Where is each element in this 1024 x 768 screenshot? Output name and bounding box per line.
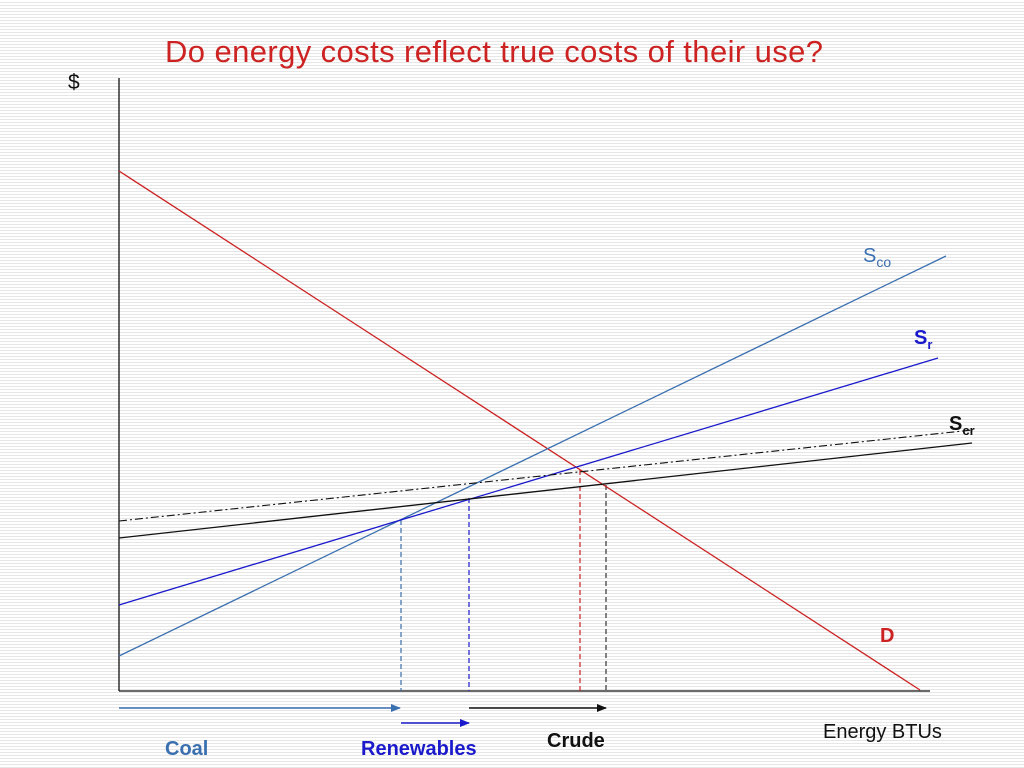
demand-curve — [118, 170, 921, 691]
coal-supply-label-sub: co — [876, 254, 891, 270]
slide-title: Do energy costs reflect true costs of th… — [165, 34, 824, 69]
crude-supply-label: Scr — [949, 413, 975, 438]
crude-supply-label-sub: cr — [962, 423, 974, 438]
demand-label: D — [880, 625, 894, 647]
coal-supply-curve — [118, 255, 947, 657]
crude-supply-label-main: S — [949, 413, 962, 435]
crude-social-cost-curve — [118, 429, 973, 522]
x-axis-label: Energy BTUs — [823, 721, 942, 743]
crude-quantity-label: Crude — [547, 730, 605, 752]
y-axis-label: $ — [68, 71, 80, 94]
coal-supply-label: Sco — [863, 245, 891, 270]
crude-supply-curve — [118, 442, 973, 539]
renewables-supply-label: Sr — [914, 327, 932, 352]
renewables-quantity-label: Renewables — [361, 738, 477, 760]
renewables-supply-label-main: S — [914, 327, 927, 349]
coal-quantity-label: Coal — [165, 738, 208, 760]
renewables-supply-curve — [118, 357, 939, 606]
coal-supply-label-main: S — [863, 245, 876, 267]
renewables-supply-label-sub: r — [927, 337, 932, 352]
